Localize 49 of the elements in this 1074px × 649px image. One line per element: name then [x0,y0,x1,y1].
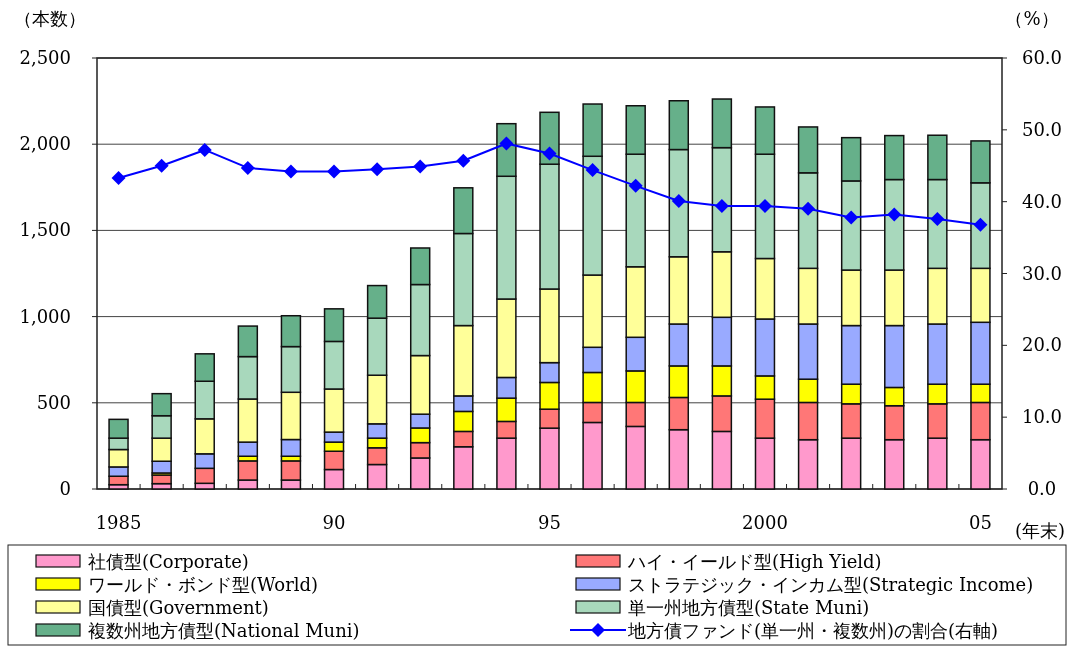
x-tick-label: 2000 [742,512,788,533]
x-tick-label: 05 [969,512,992,533]
y2-tick-label: 30.0 [1021,262,1063,284]
legend-label: 複数州地方債型(National Muni) [88,620,360,641]
point [240,160,255,175]
point [154,158,169,173]
legend-label: 国債型(Government) [88,597,269,618]
y2-tick-label: 40.0 [1021,190,1063,212]
y-tick-label: 1,500 [19,219,71,241]
legend-label: 単一州地方債型(State Muni) [628,597,870,618]
y-tick-label: 0 [59,478,71,499]
y-tick-label: 2,000 [19,133,71,155]
point [111,170,126,185]
point [844,210,859,225]
point [801,201,816,216]
y-axis-title: （本数） [14,8,86,29]
point [197,142,212,157]
y2-tick-label: 0.0 [1027,478,1057,499]
point [930,211,945,226]
point [714,198,729,213]
point [413,159,428,174]
point [370,162,385,177]
point [542,146,557,161]
y-tick-label: 500 [36,391,71,413]
y2-tick-label: 50.0 [1021,118,1063,140]
x-tick-label: 90 [322,512,346,533]
point [671,193,686,208]
x-tick-label: 95 [538,512,561,533]
point [456,153,471,168]
legend-label: 社債型(Corporate) [88,551,249,572]
point [973,217,988,232]
legend-label: ワールド・ボンド型(World) [88,574,319,595]
legend-label: ストラテジック・インカム型(Strategic Income) [628,574,1034,595]
point [327,164,342,179]
y2-tick-label: 20.0 [1021,334,1063,356]
legend-label: 地方債ファンド(単一州・複数州)の割合(右軸) [627,620,999,641]
x-axis-title: (年末) [1014,520,1066,541]
point [628,178,643,193]
x-tick-label: 1985 [95,512,142,533]
legend-label: ハイ・イールド型(High Yield) [627,551,882,572]
y2-axis-title: （%） [1005,8,1059,29]
point [585,163,600,178]
point [757,198,772,213]
y2-tick-label: 60.0 [1021,47,1063,68]
y-tick-label: 1,000 [19,305,71,327]
point [887,207,902,222]
y2-tick-label: 10.0 [1021,406,1063,428]
point [283,164,298,179]
y-tick-label: 2,500 [19,47,71,68]
